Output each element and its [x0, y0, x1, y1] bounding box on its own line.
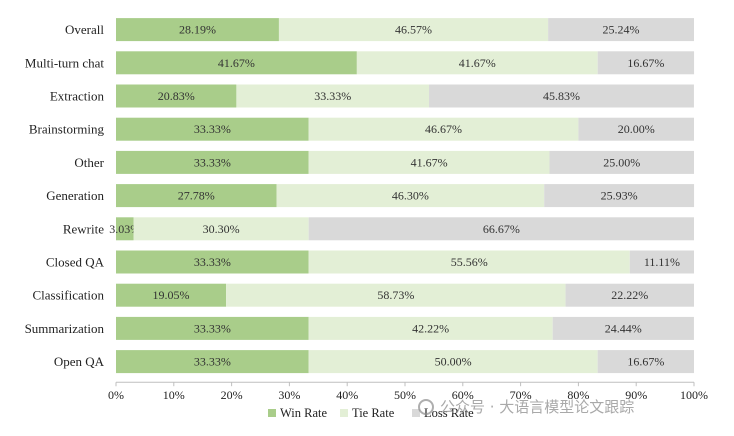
x-tick-label: 30%: [278, 388, 300, 402]
x-tick-label: 40%: [336, 388, 358, 402]
watermark: 公众号 · 大语言模型论文跟踪: [418, 396, 634, 417]
data-label: 41.67%: [411, 155, 448, 169]
category-label: Brainstorming: [29, 122, 105, 137]
bar-segment-loss-rate: [544, 184, 695, 208]
data-label: 20.00%: [618, 122, 655, 136]
data-label: 11.11%: [644, 255, 680, 269]
data-label: 33.33%: [194, 155, 231, 169]
legend-swatch: [268, 409, 276, 417]
x-tick-label: 10%: [163, 388, 185, 402]
bar-segment-loss-rate: [308, 217, 694, 241]
data-label: 25.24%: [603, 23, 640, 37]
bar-segment-loss-rate: [629, 250, 694, 274]
bar-segment-win-rate: [116, 316, 309, 340]
bar-segment-tie-rate: [308, 150, 550, 174]
bar-segment-win-rate: [116, 350, 309, 374]
data-label: 33.33%: [194, 122, 231, 136]
bar-segment-win-rate: [116, 184, 277, 208]
bar-segment-tie-rate: [226, 283, 566, 307]
data-label: 46.57%: [395, 23, 432, 37]
data-label: 66.67%: [483, 222, 520, 236]
legend-label: Win Rate: [280, 406, 328, 420]
data-label: 22.22%: [611, 288, 648, 302]
x-tick-label: 50%: [394, 388, 416, 402]
bar-segment-win-rate: [116, 84, 237, 108]
bar-segment-tie-rate: [133, 217, 309, 241]
category-label: Summarization: [25, 321, 105, 336]
data-label: 42.22%: [412, 321, 449, 335]
bar-segment-tie-rate: [308, 117, 579, 141]
bar-segment-tie-rate: [278, 18, 549, 42]
data-label: 33.33%: [314, 89, 351, 103]
bar-segment-tie-rate: [308, 316, 553, 340]
category-label: Classification: [33, 288, 105, 303]
bar-segment-loss-rate: [548, 18, 694, 42]
bar-segment-tie-rate: [276, 184, 545, 208]
data-label: 28.19%: [179, 23, 216, 37]
data-label: 16.67%: [627, 355, 664, 369]
bar-segment-loss-rate: [597, 350, 694, 374]
data-label: 27.78%: [178, 189, 215, 203]
bar-segment-loss-rate: [597, 51, 695, 75]
x-tick-label: 80%: [567, 388, 589, 402]
legend-label: Tie Rate: [352, 406, 395, 420]
category-label: Closed QA: [46, 255, 105, 270]
data-label: 20.83%: [158, 89, 195, 103]
legend-label: Loss Rate: [424, 406, 474, 420]
bar-segment-tie-rate: [356, 51, 598, 75]
data-label: 33.33%: [194, 321, 231, 335]
category-label: Multi-turn chat: [25, 55, 104, 70]
x-tick-label: 60%: [452, 388, 474, 402]
wechat-icon: [418, 399, 434, 415]
data-label: 46.67%: [425, 122, 462, 136]
data-label: 41.67%: [218, 56, 255, 70]
bar-segment-loss-rate: [429, 84, 694, 108]
category-label: Extraction: [50, 89, 105, 104]
bar-segment-win-rate: [116, 150, 309, 174]
bar-segment-win-rate: [116, 217, 134, 241]
bar-segment-loss-rate: [552, 316, 694, 340]
bar-segment-tie-rate: [308, 250, 630, 274]
x-tick-label: 70%: [510, 388, 532, 402]
legend-swatch: [412, 409, 420, 417]
x-tick-label: 100%: [680, 388, 708, 402]
data-label: 16.67%: [627, 56, 664, 70]
bar-segment-loss-rate: [578, 117, 694, 141]
category-label: Other: [74, 155, 104, 170]
bar-segment-win-rate: [116, 250, 309, 274]
data-label: 45.83%: [543, 89, 580, 103]
data-label: 24.44%: [605, 321, 642, 335]
bar-segment-loss-rate: [565, 283, 694, 307]
watermark-text: 公众号 · 大语言模型论文跟踪: [440, 398, 635, 416]
category-label: Generation: [46, 188, 104, 203]
data-label: 19.05%: [153, 288, 190, 302]
x-tick-label: 0%: [108, 388, 124, 402]
x-tick-label: 20%: [221, 388, 243, 402]
bar-segment-loss-rate: [549, 150, 694, 174]
legend-swatch: [340, 409, 348, 417]
x-tick-label: 90%: [625, 388, 647, 402]
data-label: 25.00%: [603, 155, 640, 169]
bar-segment-win-rate: [116, 283, 227, 307]
bar-segment-tie-rate: [236, 84, 430, 108]
data-label: 33.33%: [194, 355, 231, 369]
data-label: 55.56%: [451, 255, 488, 269]
category-label: Open QA: [54, 354, 105, 369]
data-label: 58.73%: [377, 288, 414, 302]
category-label: Rewrite: [63, 221, 104, 236]
bar-segment-win-rate: [116, 51, 357, 75]
data-label: 46.30%: [392, 189, 429, 203]
data-label: 25.93%: [601, 189, 638, 203]
category-label: Overall: [65, 22, 104, 37]
data-label: 3.03%: [109, 222, 140, 236]
data-label: 41.67%: [459, 56, 496, 70]
bar-segment-win-rate: [116, 18, 279, 42]
data-label: 33.33%: [194, 255, 231, 269]
bar-segment-win-rate: [116, 117, 309, 141]
data-label: 50.00%: [435, 355, 472, 369]
bar-segment-tie-rate: [308, 350, 598, 374]
data-label: 30.30%: [203, 222, 240, 236]
